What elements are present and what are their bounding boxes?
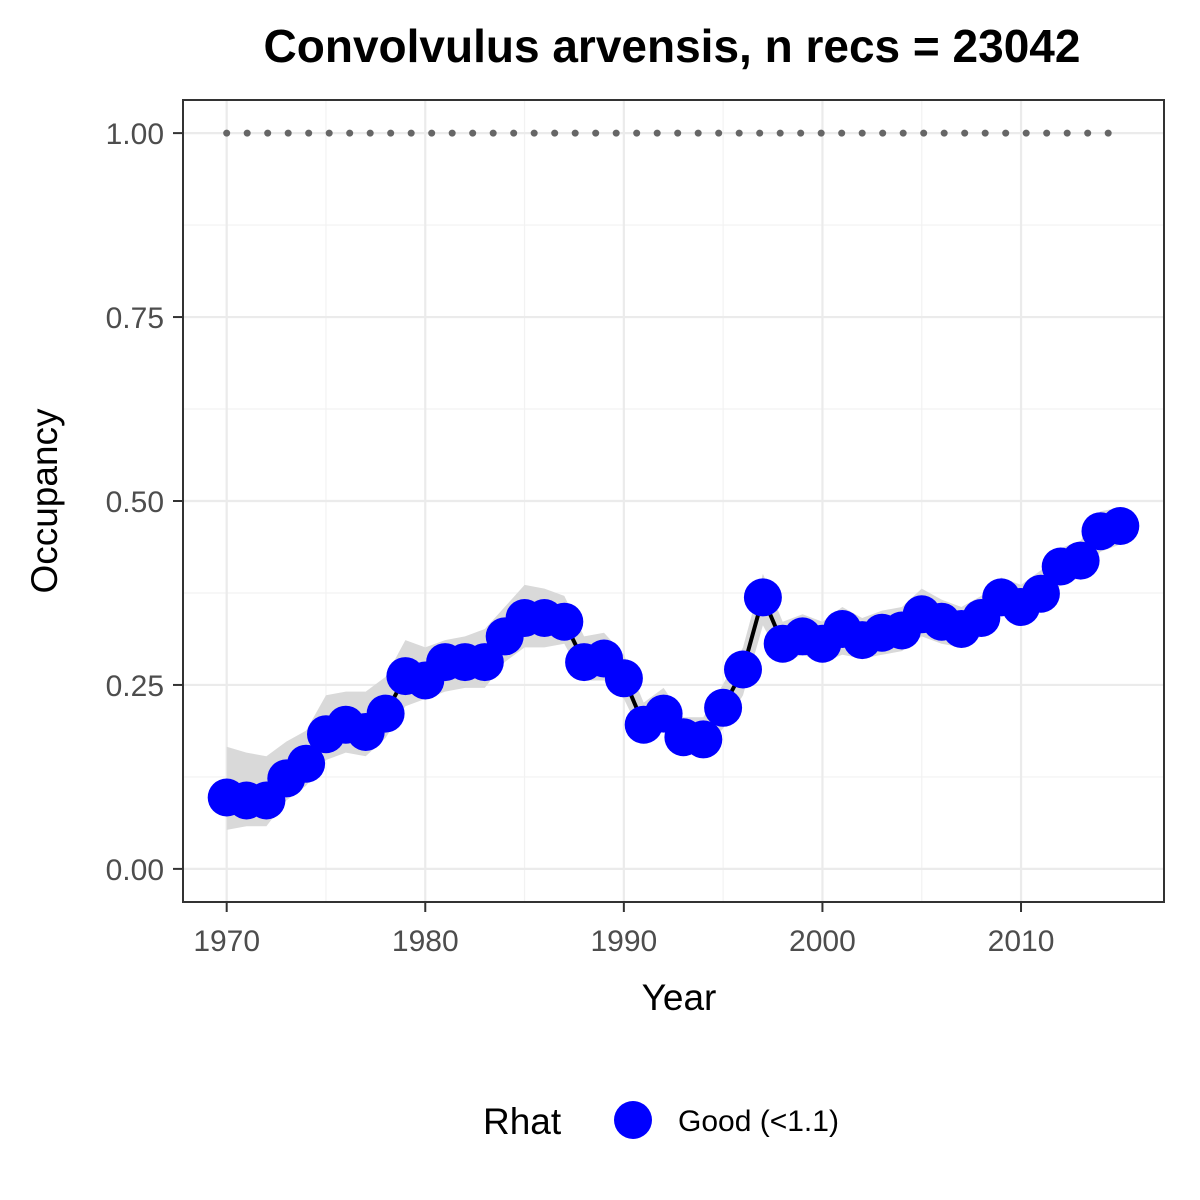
y-tick-label: 1.00 [106, 118, 164, 151]
data-points-layer [207, 507, 1140, 820]
legend-title: Rhat [483, 1101, 562, 1142]
y-tick-label: 0.25 [106, 670, 164, 703]
y-tick-label: 0.50 [106, 486, 164, 519]
legend-key-good [614, 1101, 652, 1139]
trend-line-layer [226, 524, 1121, 803]
data-point [724, 650, 762, 689]
data-point [743, 578, 782, 617]
legend: Rhat Good (<1.1) [483, 1101, 839, 1142]
x-tick-label: 1980 [392, 925, 459, 958]
data-point [1061, 541, 1100, 580]
x-tick-label: 1970 [193, 925, 260, 958]
x-tick-label: 1990 [590, 925, 657, 958]
grid-major [183, 100, 1164, 902]
data-point [1101, 507, 1140, 545]
chart-title: Convolvulus arvensis, n recs = 23042 [264, 20, 1081, 72]
x-tick-label: 2000 [789, 925, 856, 958]
data-point [604, 659, 643, 698]
data-point [704, 688, 743, 727]
data-point [287, 744, 326, 783]
y-axis-title: Occupancy [24, 408, 65, 594]
x-axis-title: Year [642, 977, 717, 1018]
y-axis: 0.00 0.25 0.50 0.75 1.00 [106, 118, 183, 887]
data-point [366, 694, 405, 733]
trend-line [226, 524, 1121, 803]
legend-label-good: Good (<1.1) [678, 1105, 839, 1138]
data-point [1021, 574, 1060, 613]
confidence-ribbon-layer [226, 507, 1121, 830]
x-tick-label: 2010 [988, 925, 1055, 958]
x-axis: 1970 1980 1990 2000 2010 [193, 902, 1054, 958]
data-point [465, 643, 504, 682]
y-tick-label: 0.00 [106, 854, 164, 887]
y-tick-label: 0.75 [106, 302, 164, 335]
data-point [684, 720, 723, 759]
confidence-ribbon [226, 507, 1121, 830]
data-point [545, 602, 584, 641]
grid-minor [183, 100, 1164, 902]
